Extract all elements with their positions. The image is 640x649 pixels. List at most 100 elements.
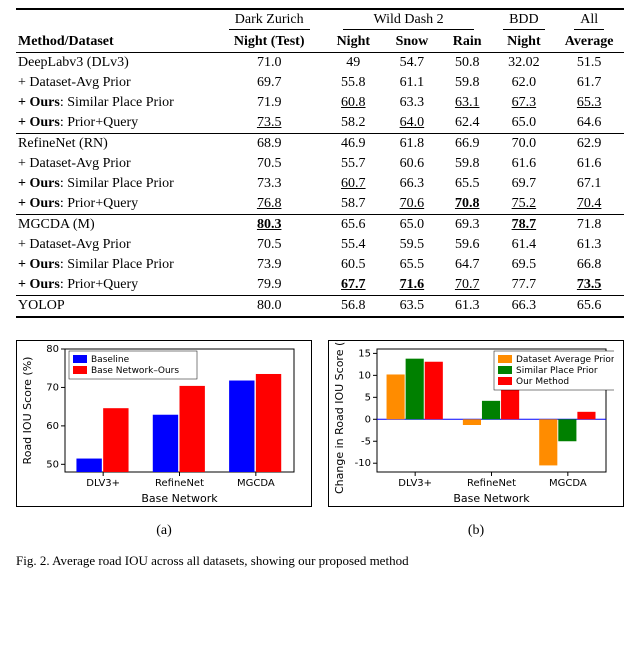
table-cell: 63.1 (441, 93, 494, 113)
table-cell: 65.3 (554, 93, 624, 113)
table-cell: 70.5 (215, 154, 324, 174)
table-cell: 70.6 (383, 194, 441, 215)
method-label: + Ours: Similar Place Prior (16, 93, 215, 113)
table-cell: 76.8 (215, 194, 324, 215)
header-method: Method/Dataset (16, 32, 215, 53)
table-cell: 46.9 (324, 134, 383, 155)
svg-text:Base Network: Base Network (141, 492, 218, 505)
table-cell: 61.6 (554, 154, 624, 174)
table-row: YOLOP80.056.863.561.366.365.6 (16, 296, 624, 318)
table-cell: 71.8 (554, 215, 624, 236)
table-row: + Ours: Similar Place Prior71.960.863.36… (16, 93, 624, 113)
table-cell: 67.7 (324, 275, 383, 296)
svg-text:MGCDA: MGCDA (237, 478, 275, 489)
table-cell: 32.02 (493, 53, 554, 74)
col-span-all: All (574, 12, 604, 30)
table-cell: 61.6 (493, 154, 554, 174)
table-cell: 59.8 (441, 73, 494, 93)
svg-text:70: 70 (46, 382, 59, 393)
svg-text:10: 10 (358, 370, 371, 381)
table-cell: 65.5 (441, 174, 494, 194)
method-label: + Ours: Prior+Query (16, 113, 215, 134)
table-row: + Ours: Similar Place Prior73.360.766.36… (16, 174, 624, 194)
method-label: + Dataset-Avg Prior (16, 73, 215, 93)
results-table: Dark Zurich Wild Dash 2 BDD All Method/D… (16, 8, 624, 318)
table-cell: 64.0 (383, 113, 441, 134)
svg-text:DLV3+: DLV3+ (86, 478, 120, 489)
sublabel-a: (a) (16, 523, 312, 539)
table-cell: 65.0 (493, 113, 554, 134)
table-cell: 69.7 (215, 73, 324, 93)
figure-caption: Fig. 2. Average road IOU across all data… (16, 553, 624, 569)
table-cell: 65.6 (554, 296, 624, 318)
chart-a: 50607080DLV3+RefineNetMGCDARoad IOU Scor… (16, 340, 312, 507)
subheader: Snow (383, 32, 441, 53)
subheader: Night (324, 32, 383, 53)
table-cell: 60.5 (324, 255, 383, 275)
table-cell: 49 (324, 53, 383, 74)
table-cell: 61.3 (441, 296, 494, 318)
svg-text:Baseline: Baseline (91, 355, 130, 365)
svg-text:RefineNet: RefineNet (467, 478, 516, 489)
table-cell: 71.9 (215, 93, 324, 113)
method-label: MGCDA (M) (16, 215, 215, 236)
table-cell: 67.1 (554, 174, 624, 194)
subheader: Rain (441, 32, 494, 53)
svg-text:-5: -5 (361, 436, 371, 447)
svg-text:80: 80 (46, 344, 59, 355)
svg-text:Our Method: Our Method (516, 377, 569, 387)
table-cell: 64.6 (554, 113, 624, 134)
table-row: + Ours: Prior+Query73.558.264.062.465.06… (16, 113, 624, 134)
table-cell: 65.0 (383, 215, 441, 236)
table-cell: 55.4 (324, 235, 383, 255)
table-cell: 63.3 (383, 93, 441, 113)
table-cell: 73.5 (554, 275, 624, 296)
table-cell: 71.0 (215, 53, 324, 74)
table-cell: 65.6 (324, 215, 383, 236)
table-cell: 50.8 (441, 53, 494, 74)
svg-text:50: 50 (46, 459, 59, 470)
table-cell: 68.9 (215, 134, 324, 155)
chart-b: -10-5051015DLV3+RefineNetMGCDAChange in … (328, 340, 624, 507)
method-label: + Dataset-Avg Prior (16, 154, 215, 174)
svg-text:Dataset Average Prior: Dataset Average Prior (516, 355, 614, 365)
table-cell: 66.3 (383, 174, 441, 194)
table-cell: 61.3 (554, 235, 624, 255)
table-cell: 73.9 (215, 255, 324, 275)
table-cell: 73.3 (215, 174, 324, 194)
table-row: DeepLabv3 (DLv3)71.04954.750.832.0251.5 (16, 53, 624, 74)
table-row: + Ours: Similar Place Prior73.960.565.56… (16, 255, 624, 275)
table-cell: 56.8 (324, 296, 383, 318)
table-row: + Dataset-Avg Prior69.755.861.159.862.06… (16, 73, 624, 93)
table-row: MGCDA (M)80.365.665.069.378.771.8 (16, 215, 624, 236)
table-cell: 61.4 (493, 235, 554, 255)
table-cell: 59.5 (383, 235, 441, 255)
table-cell: 80.0 (215, 296, 324, 318)
table-cell: 78.7 (493, 215, 554, 236)
subheader: Average (554, 32, 624, 53)
table-cell: 69.3 (441, 215, 494, 236)
table-cell: 70.7 (441, 275, 494, 296)
table-cell: 59.8 (441, 154, 494, 174)
method-label: YOLOP (16, 296, 215, 318)
svg-text:Base Network–Ours: Base Network–Ours (91, 366, 179, 376)
table-cell: 80.3 (215, 215, 324, 236)
table-cell: 58.7 (324, 194, 383, 215)
table-cell: 69.7 (493, 174, 554, 194)
table-cell: 69.5 (493, 255, 554, 275)
method-label: + Ours: Prior+Query (16, 194, 215, 215)
table-cell: 67.3 (493, 93, 554, 113)
table-cell: 77.7 (493, 275, 554, 296)
table-cell: 66.3 (493, 296, 554, 318)
table-cell: 79.9 (215, 275, 324, 296)
svg-text:5: 5 (365, 392, 371, 403)
svg-text:15: 15 (358, 348, 371, 359)
svg-text:-10: -10 (355, 458, 371, 469)
table-cell: 70.5 (215, 235, 324, 255)
subheader: Night (Test) (215, 32, 324, 53)
svg-text:Similar Place Prior: Similar Place Prior (516, 366, 598, 376)
method-label: + Ours: Similar Place Prior (16, 174, 215, 194)
table-cell: 71.6 (383, 275, 441, 296)
method-label: + Ours: Prior+Query (16, 275, 215, 296)
table-row: RefineNet (RN)68.946.961.866.970.062.9 (16, 134, 624, 155)
